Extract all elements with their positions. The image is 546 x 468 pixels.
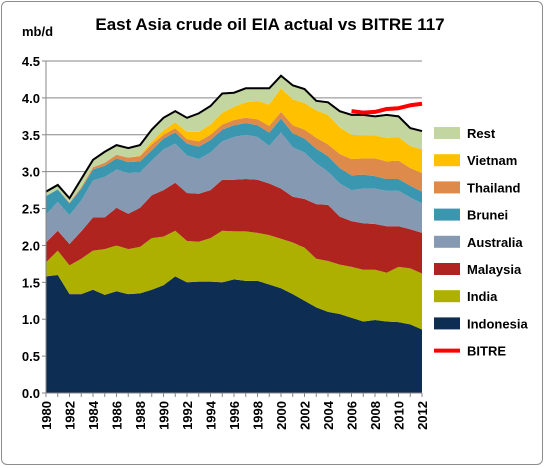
x-tick-label: 1998	[251, 401, 266, 430]
bitre-line	[351, 101, 423, 115]
y-tick-label: 4.0	[22, 91, 40, 106]
x-tick-label: 2002	[298, 401, 313, 430]
legend-label-vietnam: Vietnam	[467, 153, 517, 168]
x-tick-label: 2008	[368, 401, 383, 430]
x-tick-label: 1990	[157, 401, 172, 430]
lines	[45, 74, 423, 200]
legend-swatch-malaysia	[434, 263, 460, 275]
x-tick-label: 2006	[345, 401, 360, 430]
legend-swatch-india	[434, 290, 460, 303]
y-tick-label: 3.5	[22, 128, 40, 143]
area-malaysia	[46, 179, 422, 274]
chart-title: East Asia crude oil EIA actual vs BITRE …	[95, 15, 444, 34]
x-tick-label: 1996	[227, 401, 242, 430]
legend-swatch-australia	[434, 235, 460, 248]
x-tick-label: 2004	[321, 400, 336, 430]
area-rest	[46, 75, 422, 203]
area-vietnam	[46, 88, 422, 203]
area-australia	[46, 132, 422, 244]
x-tick-label: 1982	[63, 401, 78, 430]
legend-label-rest: Rest	[467, 126, 496, 141]
legend-label-indonesia: Indonesia	[467, 316, 528, 331]
legend-label-india: India	[467, 289, 498, 304]
legend-swatch-rest	[434, 127, 460, 139]
legend: Rest Vietnam Thailand Brunei Australia Malays…	[434, 126, 528, 359]
x-tick-label: 1994	[204, 400, 219, 430]
legend-label-malaysia: Malaysia	[467, 262, 522, 277]
x-tick-label: 2000	[274, 401, 289, 430]
stacked-areas	[46, 75, 422, 393]
y-tick-label: 1.5	[22, 275, 40, 290]
legend-swatch-indonesia	[434, 317, 460, 330]
area-thailand	[46, 111, 422, 204]
y-tick-label: 2.5	[22, 202, 40, 217]
x-tick-label: 1988	[133, 401, 148, 430]
legend-swatch-brunei	[434, 208, 460, 221]
y-tick-label: 1.0	[22, 312, 40, 327]
legend-label-thailand: Thailand	[467, 180, 521, 195]
legend-swatch-thailand	[434, 181, 460, 194]
area-indonesia	[46, 274, 422, 393]
x-tick-label: 1980	[39, 401, 54, 430]
total-line	[45, 74, 423, 200]
legend-swatch-vietnam	[434, 154, 460, 167]
y-tick-label: 0.5	[22, 349, 40, 364]
x-tick-label: 1986	[110, 401, 125, 430]
y-tick-label: 0.0	[22, 386, 40, 401]
axes: 0.0 0.5 1.0 1.5 2.0 2.5 3.0 3.5 4.0 4.5 1980 1982 19…	[22, 54, 430, 430]
y-tick-label: 4.5	[22, 54, 40, 69]
y-tick-label: 3.0	[22, 165, 40, 180]
legend-label-brunei: Brunei	[467, 208, 508, 223]
area-brunei	[46, 118, 422, 216]
area-india	[46, 230, 422, 330]
legend-label-australia: Australia	[467, 235, 523, 250]
y-unit-label: mb/d	[22, 24, 53, 39]
x-tick-label: 2010	[392, 401, 407, 430]
x-tick-label: 1984	[86, 400, 101, 430]
legend-label-bitre: BITRE	[467, 344, 506, 359]
x-tick-label: 1992	[180, 401, 195, 430]
x-tick-label: 2012	[415, 401, 430, 430]
y-tick-label: 2.0	[22, 238, 40, 253]
